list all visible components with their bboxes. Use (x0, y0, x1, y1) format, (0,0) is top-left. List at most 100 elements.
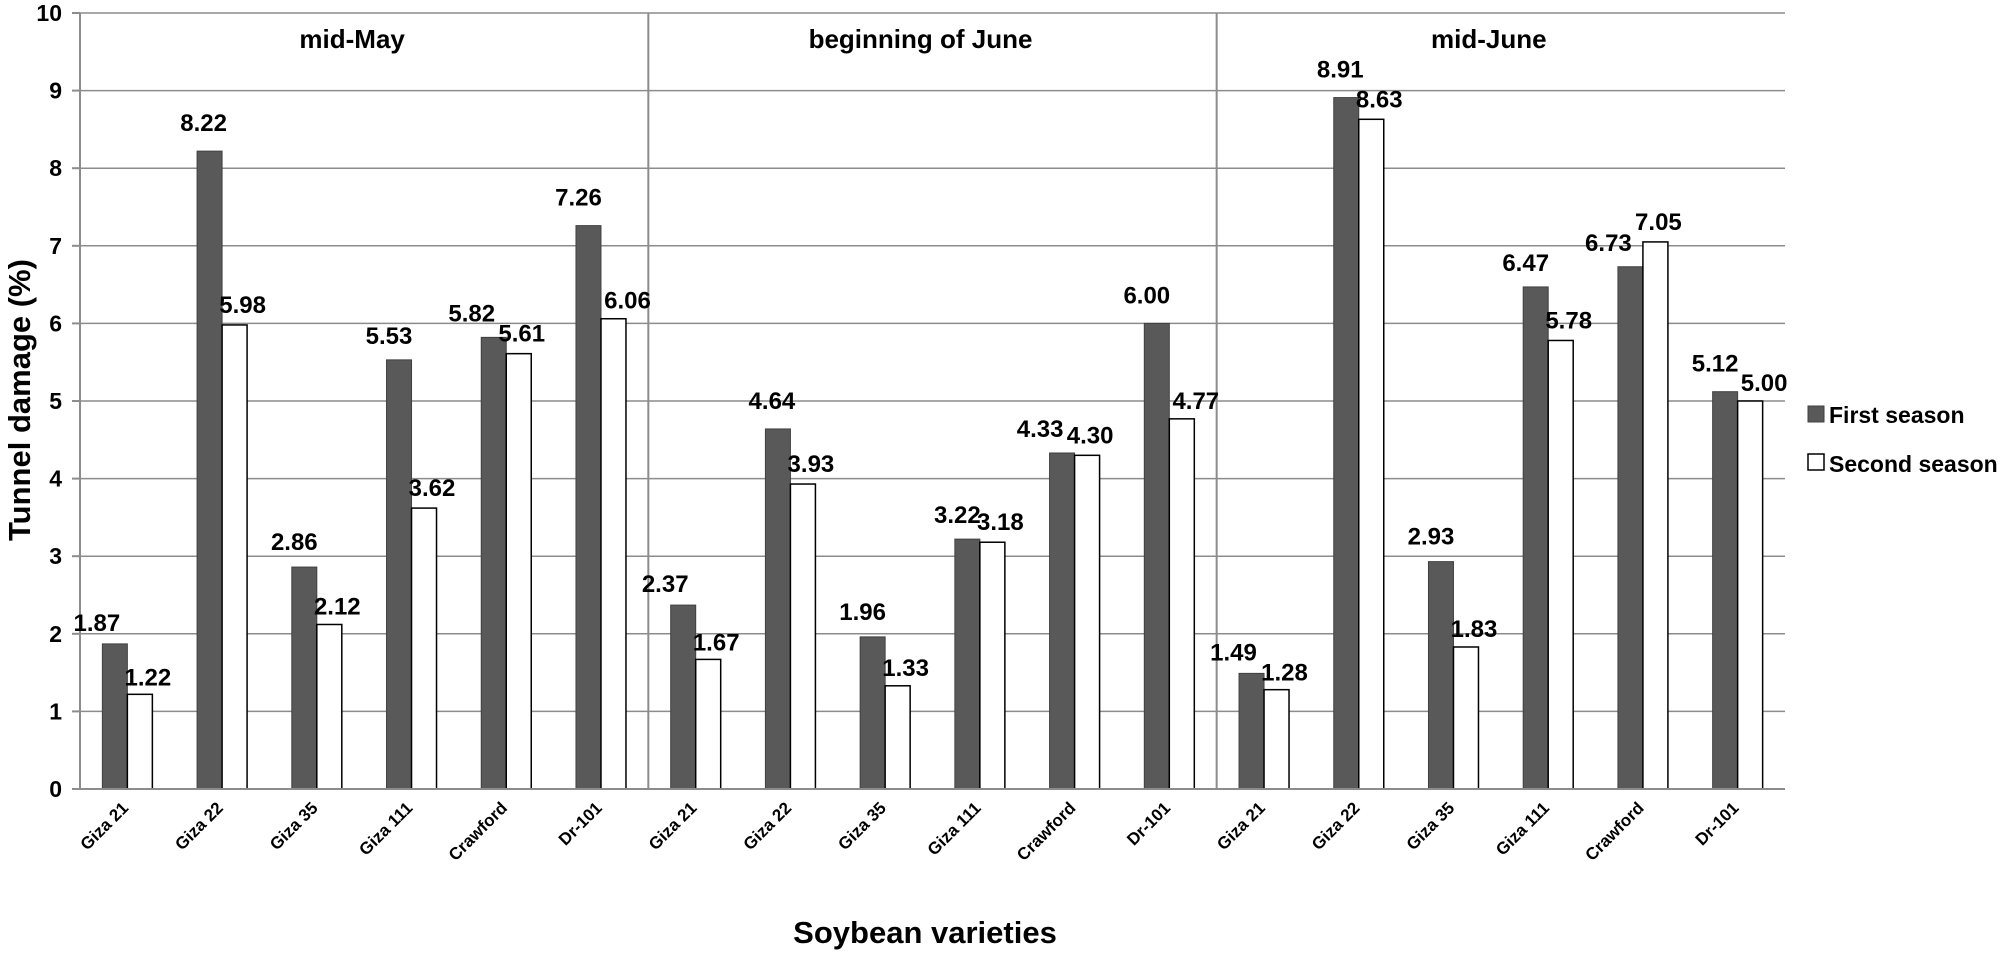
data-label-first-season: 8.91 (1317, 57, 1364, 84)
data-label-second-season: 3.62 (409, 475, 456, 502)
y-tick-label: 6 (49, 310, 62, 336)
y-tick-label: 10 (36, 0, 62, 26)
x-tick-label: Giza 111 (924, 798, 985, 859)
bar-first-season (480, 336, 507, 790)
y-tick-labels: 0 1 2 3 4 5 6 7 8 9 10 (36, 0, 62, 802)
x-tick-labels: Giza 21 Giza 22 Giza 35 Giza 111 Crawford Dr-… (77, 798, 1743, 864)
bar-second-season (126, 693, 154, 790)
data-label-second-season: 1.67 (693, 629, 740, 656)
data-label-second-season: 2.12 (314, 593, 361, 620)
y-tick-label: 4 (49, 466, 62, 492)
data-label-second-season: 1.83 (1451, 616, 1498, 643)
bar-first-season (1143, 322, 1170, 790)
x-tick-label: Giza 22 (740, 798, 796, 854)
y-tick-label: 7 (49, 233, 62, 259)
data-label-first-season: 2.93 (1408, 524, 1455, 551)
data-label-first-season: 5.12 (1692, 351, 1739, 378)
bar-first-season (1712, 391, 1739, 790)
bar-first-season (196, 150, 223, 790)
data-label-second-season: 3.93 (788, 451, 835, 478)
panel-title: mid-June (1431, 24, 1547, 54)
x-tick-label: Crawford (1013, 798, 1079, 864)
bar-second-season (694, 658, 722, 790)
bar-first-season (764, 428, 791, 790)
x-tick-label: Giza 22 (171, 798, 227, 854)
data-label-first-season: 1.96 (839, 599, 886, 626)
x-tick-label: Giza 35 (834, 798, 890, 854)
data-label-first-season: 5.82 (448, 300, 495, 327)
bars (101, 97, 1764, 790)
y-tick-label: 0 (49, 776, 62, 802)
bar-first-season (859, 636, 886, 790)
y-tick-label: 1 (49, 698, 62, 724)
legend-swatch-second-season (1807, 453, 1825, 471)
legend-label-second-season: Second season (1829, 451, 1998, 477)
x-tick-label: Crawford (1582, 798, 1648, 864)
data-label-second-season: 1.28 (1261, 660, 1308, 687)
bar-second-season (1452, 646, 1480, 790)
y-tick-label: 9 (49, 78, 62, 104)
bar-first-season (101, 643, 128, 790)
bar-second-season (505, 352, 532, 790)
bar-first-season (1522, 286, 1549, 790)
x-axis-title: Soybean varieties (793, 915, 1057, 950)
bar-second-season (1547, 339, 1574, 790)
bar-first-season (575, 225, 602, 790)
data-label-second-season: 8.63 (1356, 86, 1403, 113)
data-label-second-season: 1.33 (882, 655, 929, 682)
x-tick-label: Giza 21 (645, 798, 701, 854)
bar-second-season (1168, 418, 1196, 790)
data-label-second-season: 5.78 (1545, 307, 1592, 334)
data-label-first-season: 1.49 (1210, 639, 1257, 666)
plot-frame (72, 12, 1785, 790)
data-label-first-season: 6.00 (1123, 282, 1170, 309)
x-tick-label: Giza 22 (1308, 798, 1364, 854)
data-label-second-season: 1.22 (125, 664, 172, 691)
data-label-second-season: 5.98 (219, 292, 266, 319)
data-label-second-season: 5.00 (1741, 370, 1788, 397)
data-label-first-season: 5.53 (366, 323, 413, 350)
bar-first-season (1617, 266, 1644, 790)
bar-second-season (1073, 454, 1101, 790)
x-tick-label: Giza 21 (1213, 798, 1269, 854)
data-label-first-season: 7.26 (555, 185, 602, 212)
bar-first-season (1049, 452, 1076, 790)
gridlines (80, 12, 1785, 790)
panel-titles: mid-May beginning of June mid-June (299, 24, 1546, 54)
data-label-second-season: 3.18 (977, 509, 1024, 536)
bar-second-season (600, 317, 627, 790)
bar-second-season (789, 483, 817, 790)
legend-label-first-season: First season (1829, 402, 1965, 428)
x-tick-label: Giza 21 (77, 798, 133, 854)
data-label-first-season: 2.37 (642, 571, 689, 598)
data-label-second-season: 5.61 (498, 321, 545, 348)
data-label-first-season: 2.86 (271, 529, 318, 556)
bar-first-season (291, 566, 318, 790)
bar-second-season (979, 541, 1006, 790)
bar-second-season (1263, 688, 1290, 790)
data-label-second-season: 6.06 (604, 288, 651, 315)
y-tick-label: 8 (49, 155, 62, 181)
x-tick-label: Giza 111 (355, 798, 416, 859)
panel-title: beginning of June (809, 24, 1033, 54)
data-label-first-season: 6.47 (1502, 250, 1549, 277)
legend: First season Second season (1807, 402, 1998, 477)
bar-first-season (1238, 672, 1265, 790)
data-label-first-season: 3.22 (934, 502, 981, 529)
legend-swatch-first-season (1807, 405, 1825, 423)
bar-second-season (1736, 400, 1764, 790)
bar-second-season (1642, 241, 1669, 790)
bar-first-season (1333, 97, 1360, 790)
bar-first-season (386, 359, 413, 790)
bar-second-season (410, 507, 438, 790)
bar-first-season (954, 538, 981, 790)
data-label-first-season: 1.87 (74, 610, 121, 637)
x-tick-label: Dr-101 (1692, 798, 1743, 849)
x-tick-label: Dr-101 (555, 798, 606, 849)
y-tick-label: 3 (49, 543, 62, 569)
data-label-first-season: 8.22 (180, 110, 227, 137)
data-labels: 1.871.22 8.22 5.98 2.86 2.12 5.53 3.62 5.825.61… (74, 57, 1788, 692)
panel-title: mid-May (299, 24, 405, 54)
bar-second-season (316, 623, 343, 790)
